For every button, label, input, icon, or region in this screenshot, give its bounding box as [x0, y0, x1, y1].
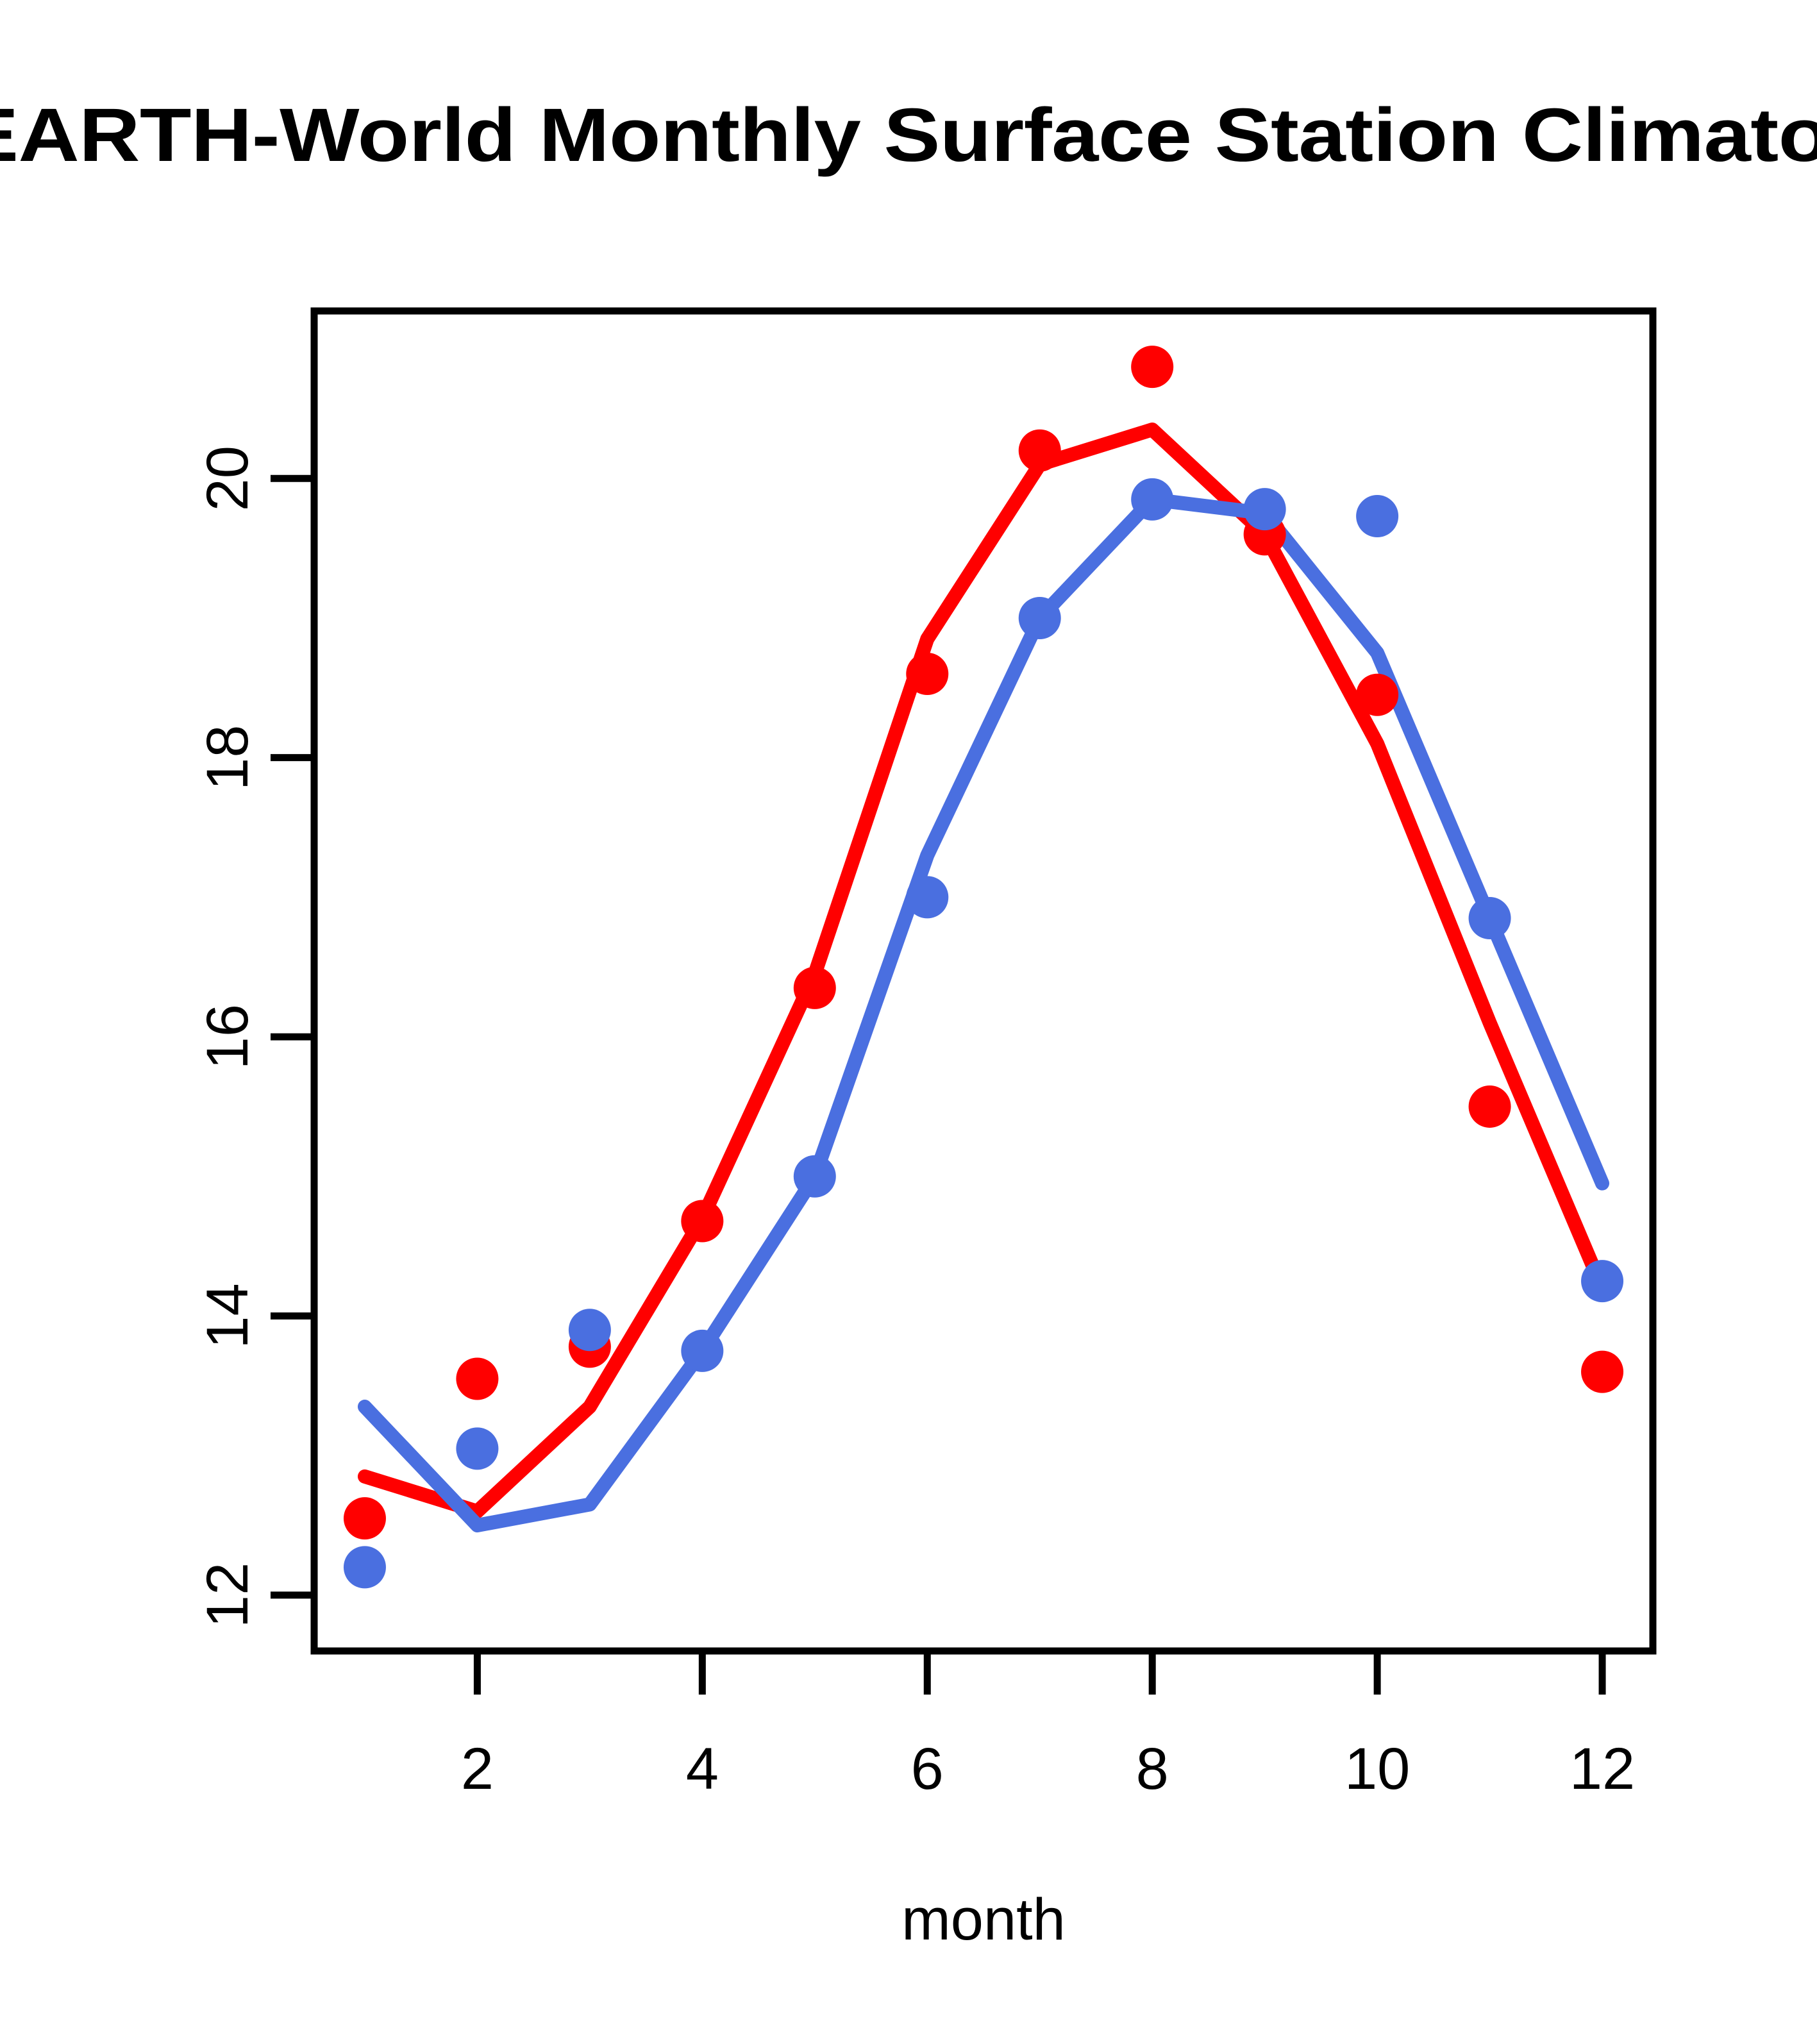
y-tick-label: 16: [195, 1004, 260, 1069]
page-title: ...EARTH-World Monthly Surface Station C…: [0, 93, 1817, 178]
data-point-red-points: [1581, 1350, 1624, 1393]
y-tick-label: 14: [195, 1283, 260, 1348]
x-tick-label: 8: [1136, 1736, 1169, 1802]
data-point-blue-points: [906, 876, 949, 919]
data-point-blue-points: [1356, 495, 1399, 538]
data-point-blue-points: [343, 1546, 386, 1589]
y-tick-label: 12: [195, 1562, 260, 1628]
y-axis-ticks: 12 14 16 18 20: [195, 446, 314, 1628]
data-point-blue-points: [1243, 488, 1286, 531]
data-point-red-points: [1018, 429, 1061, 472]
data-point-blue-points: [681, 1329, 724, 1372]
x-axis-title: month: [901, 1887, 1066, 1952]
data-point-blue-points: [1018, 596, 1061, 639]
data-point-blue-points: [1581, 1260, 1624, 1303]
x-tick-label: 6: [911, 1736, 944, 1802]
x-tick-label: 10: [1344, 1736, 1410, 1802]
data-point-blue-points: [568, 1309, 611, 1352]
y-tick-label: 20: [195, 446, 260, 511]
x-tick-label: 12: [1570, 1736, 1635, 1802]
plot-frame: [310, 307, 1657, 1655]
x-tick-label: 2: [461, 1736, 494, 1802]
data-point-red-points: [1468, 1085, 1511, 1128]
series-line-blue-line: [357, 492, 1610, 1533]
data-point-red-points: [1131, 346, 1174, 389]
data-point-blue-points: [1131, 478, 1174, 521]
data-point-red-points: [456, 1357, 499, 1400]
data-point-red-points: [681, 1200, 724, 1243]
data-point-red-points: [906, 653, 949, 696]
data-point-red-points: [1356, 673, 1399, 716]
x-axis-ticks: 2 4 6 8 10 12: [461, 1651, 1635, 1802]
data-series-layer: [343, 346, 1624, 1589]
data-point-blue-points: [1468, 897, 1511, 940]
y-tick-label: 18: [195, 725, 260, 790]
data-point-blue-points: [456, 1427, 499, 1470]
data-point-red-points: [793, 966, 836, 1009]
series-line-red-line: [357, 423, 1610, 1519]
data-point-blue-points: [793, 1155, 836, 1198]
data-point-red-points: [343, 1497, 386, 1540]
x-tick-label: 4: [686, 1736, 719, 1802]
